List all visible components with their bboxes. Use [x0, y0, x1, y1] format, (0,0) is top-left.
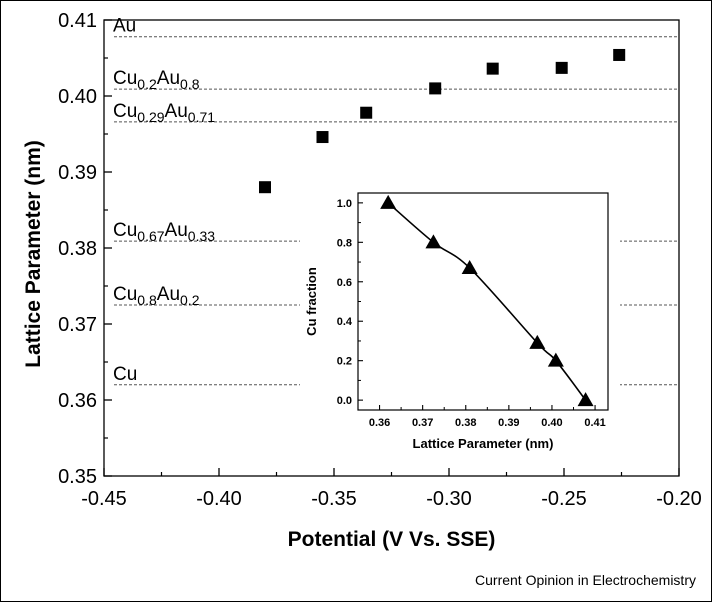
y-tick-label: 0.40 — [58, 86, 97, 108]
reference-line-label: Au — [113, 16, 136, 37]
inset-y-tick-label: 0.2 — [337, 356, 352, 368]
inset-data-point-triangle — [547, 352, 564, 367]
inset-data-point-triangle — [529, 334, 546, 349]
inset-x-tick-label: 0.39 — [498, 417, 519, 429]
inset-y-tick-label: 0.0 — [337, 395, 352, 407]
reference-line-label: Cu0.2Au0.8 — [113, 68, 200, 92]
inset-y-tick-label: 0.6 — [337, 277, 352, 289]
inset-data-point-triangle — [461, 259, 478, 274]
y-tick-label: 0.38 — [58, 238, 97, 260]
inset-x-tick-label: 0.36 — [369, 417, 390, 429]
inset-background — [300, 185, 620, 460]
inset-data-point-triangle — [380, 194, 397, 209]
y-tick-label: 0.37 — [58, 314, 97, 336]
inset-axis-ticks: 0.36 0.37 0.38 0.39 0.40 0.41 0.0 0.2 0.4 0.6 0.8 1… — [337, 198, 606, 429]
x-tick-label: -0.25 — [541, 488, 587, 510]
inset-data-point-triangle — [577, 392, 594, 407]
x-tick-label: -0.45 — [81, 488, 127, 510]
reference-line-label: Cu0.8Au0.2 — [113, 284, 200, 308]
data-point-square — [316, 131, 329, 144]
inset-x-axis-title: Lattice Parameter (nm) — [413, 436, 554, 451]
inset-plot: 0.36 0.37 0.38 0.39 0.40 0.41 0.0 0.2 0.4 0.6 0.8 1… — [300, 185, 620, 460]
y-tick-label: 0.41 — [58, 10, 97, 32]
main-axis-ticks: -0.45 -0.40 -0.35 -0.30 -0.25 -0.200.350.360.… — [58, 10, 702, 510]
main-data-points — [259, 48, 626, 194]
y-tick-label: 0.36 — [58, 390, 97, 412]
data-point-square — [613, 48, 626, 61]
inset-x-tick-label: 0.37 — [412, 417, 433, 429]
data-point-square — [259, 181, 271, 194]
data-point-square — [486, 62, 499, 75]
y-axis-title: Lattice Parameter (nm) — [22, 140, 45, 368]
y-tick-label: 0.39 — [58, 162, 97, 184]
inset-y-tick-label: 0.4 — [337, 316, 353, 328]
inset-x-tick-label: 0.38 — [455, 417, 476, 429]
x-tick-label: -0.20 — [656, 488, 702, 510]
inset-y-tick-label: 0.8 — [337, 237, 352, 249]
x-tick-label: -0.30 — [426, 488, 472, 510]
x-tick-label: -0.40 — [196, 488, 242, 510]
data-point-square — [360, 106, 373, 119]
reference-line-label: Cu0.29Au0.71 — [113, 101, 215, 125]
inset-data-point-triangle — [425, 234, 442, 249]
inset-data-points — [380, 194, 594, 407]
x-tick-label: -0.35 — [311, 488, 357, 510]
reference-line-label: Cu — [113, 364, 137, 385]
inset-x-tick-label: 0.41 — [584, 417, 605, 429]
x-axis-title: Potential (V Vs. SSE) — [288, 528, 496, 551]
reference-line-label: Cu0.67Au0.33 — [113, 220, 215, 244]
data-point-square — [429, 82, 442, 95]
y-tick-label: 0.35 — [58, 466, 97, 488]
inset-x-tick-label: 0.40 — [541, 417, 562, 429]
inset-y-axis-title: Cu fraction — [304, 267, 319, 336]
source-caption: Current Opinion in Electrochemistry — [475, 572, 696, 588]
data-point-square — [555, 61, 568, 74]
inset-y-tick-label: 1.0 — [337, 198, 352, 210]
